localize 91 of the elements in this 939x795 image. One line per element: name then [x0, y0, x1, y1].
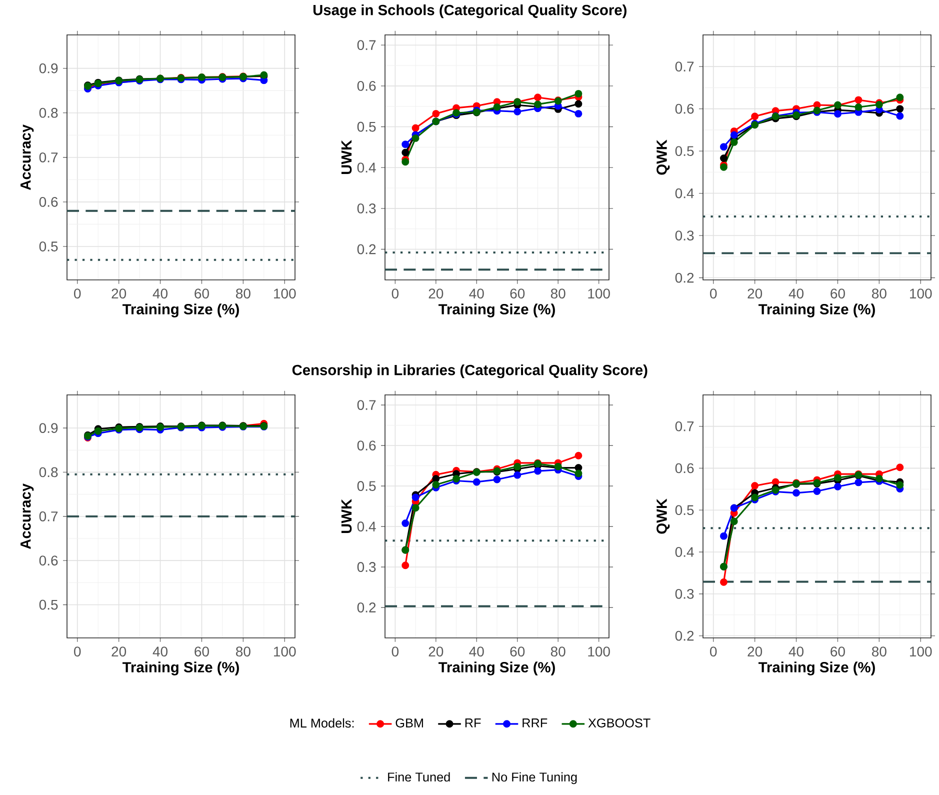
x-tick-label: 100 — [588, 288, 610, 299]
y-tick-label: 0.4 — [357, 162, 376, 173]
x-tick-label: 60 — [510, 646, 525, 657]
x-tick-label: 20 — [112, 288, 126, 299]
x-tick-label: 100 — [910, 288, 932, 299]
y-tick-label: 0.5 — [357, 122, 376, 132]
y-tick-label: 0.6 — [675, 104, 694, 114]
y-axis-title: QWK — [656, 498, 670, 534]
x-tick-label: 0 — [710, 646, 717, 657]
x-tick-label: 80 — [550, 646, 566, 657]
x-tick-label: 60 — [830, 288, 845, 299]
x-tick-label: 60 — [194, 646, 209, 657]
y-tick-label: 0.5 — [675, 505, 694, 516]
x-tick-label: 0 — [710, 288, 717, 299]
y-tick-label: 0.2 — [357, 602, 376, 613]
chart-title: Usage in Schools (Categorical Quality Score) — [313, 4, 626, 18]
x-tick-label: 80 — [550, 288, 566, 299]
x-tick-label: 40 — [469, 646, 484, 657]
x-tick-label: 100 — [910, 646, 932, 657]
x-tick-label: 40 — [788, 288, 804, 299]
y-tick-label: 0.3 — [675, 589, 694, 599]
y-tick-label: 0.8 — [39, 108, 58, 118]
y-tick-label: 0.4 — [675, 547, 694, 558]
x-tick-label: 40 — [788, 646, 804, 657]
x-axis-title: Training Size (%) — [758, 662, 875, 676]
x-tick-label: 20 — [748, 288, 762, 299]
x-tick-label: 40 — [152, 288, 168, 299]
y-tick-label: 0.6 — [357, 81, 376, 91]
x-tick-label: 0 — [74, 288, 81, 299]
y-tick-label: 0.6 — [39, 197, 58, 207]
x-tick-label: 20 — [428, 288, 444, 299]
y-axis-title: UWK — [341, 499, 352, 534]
y-axis-title: UWK — [341, 140, 352, 174]
y-tick-label: 0.2 — [675, 630, 694, 641]
y-axis-title: QWK — [656, 140, 670, 175]
y-tick-label: 0.9 — [39, 423, 58, 434]
y-tick-label: 0.6 — [39, 556, 58, 566]
y-tick-label: 0.7 — [357, 400, 376, 410]
y-axis-title: Accuracy — [20, 484, 34, 550]
y-tick-label: 0.7 — [675, 62, 694, 72]
legend-label: Fine Tuned — [388, 772, 450, 782]
y-tick-label: 0.3 — [357, 204, 376, 214]
y-tick-label: 0.2 — [675, 272, 694, 283]
x-tick-label: 60 — [830, 646, 845, 657]
y-tick-label: 0.5 — [675, 146, 694, 156]
y-tick-label: 0.3 — [357, 562, 376, 572]
legend-label: XGBOOST — [588, 718, 650, 728]
y-tick-label: 0.5 — [39, 242, 58, 252]
legend-label: RRF — [522, 718, 548, 728]
x-axis-title: Training Size (%) — [758, 304, 875, 318]
y-tick-label: 0.7 — [39, 511, 58, 522]
x-tick-label: 80 — [872, 288, 886, 299]
y-tick-label: 0.7 — [357, 40, 376, 50]
x-axis-title: Training Size (%) — [438, 662, 555, 676]
y-tick-label: 0.9 — [39, 63, 58, 74]
legend-label: GBM — [396, 718, 423, 728]
chart-title: Censorship in Libraries (Categorical Quality Score) — [292, 364, 648, 378]
y-tick-label: 0.7 — [39, 152, 58, 162]
x-axis-title: Training Size (%) — [122, 662, 239, 676]
legend-label: RF — [465, 718, 481, 728]
x-tick-label: 60 — [510, 288, 525, 299]
y-tick-label: 0.6 — [675, 463, 694, 474]
y-tick-label: 0.5 — [39, 600, 58, 610]
x-axis-title: Training Size (%) — [438, 304, 555, 318]
x-tick-label: 100 — [588, 646, 610, 657]
legend-title: ML Models: — [290, 718, 354, 728]
legend-label: No Fine Tuning — [492, 772, 577, 784]
x-tick-label: 20 — [748, 646, 762, 657]
x-tick-label: 20 — [428, 646, 444, 657]
x-tick-label: 40 — [469, 288, 484, 299]
x-tick-label: 60 — [194, 288, 209, 299]
x-axis-title: Training Size (%) — [122, 304, 239, 318]
x-tick-label: 0 — [392, 288, 399, 299]
x-tick-label: 20 — [112, 646, 126, 657]
y-tick-label: 0.2 — [357, 244, 376, 254]
x-tick-label: 80 — [872, 646, 886, 657]
x-tick-label: 100 — [274, 288, 296, 299]
x-tick-label: 0 — [392, 646, 399, 657]
x-tick-label: 80 — [236, 288, 250, 299]
x-tick-label: 100 — [274, 646, 296, 657]
y-axis-title: Accuracy — [20, 124, 34, 190]
x-tick-label: 40 — [152, 646, 168, 657]
y-tick-label: 0.7 — [675, 421, 694, 432]
y-tick-label: 0.3 — [675, 230, 694, 241]
y-tick-label: 0.4 — [357, 522, 376, 532]
x-tick-label: 0 — [74, 646, 81, 657]
y-tick-label: 0.5 — [357, 481, 376, 492]
y-tick-label: 0.8 — [39, 467, 58, 478]
y-tick-label: 0.6 — [357, 440, 376, 451]
x-tick-label: 80 — [236, 646, 250, 657]
y-tick-label: 0.4 — [675, 188, 694, 198]
